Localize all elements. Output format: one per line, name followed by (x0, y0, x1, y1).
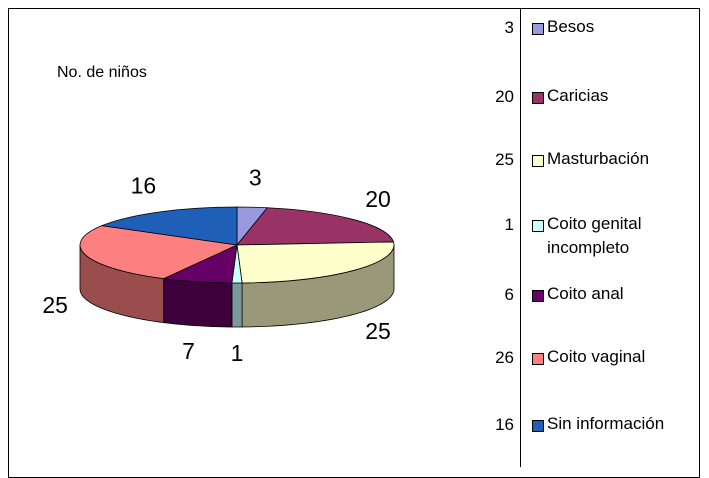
table-value: 1 (504, 215, 514, 234)
legend-label: Caricias (547, 86, 609, 105)
table-value: 20 (495, 87, 514, 106)
data-label: 25 (365, 318, 391, 344)
legend-swatch (532, 353, 544, 365)
data-label: 1 (231, 340, 244, 366)
data-label: 3 (249, 164, 262, 190)
table-divider (520, 8, 521, 467)
pie-chart: 3 20 25 1 7 25 16 (42, 164, 395, 366)
table-value: 3 (504, 18, 514, 37)
legend-label: Coito genital incompleto (547, 214, 642, 257)
data-label: 20 (365, 186, 391, 212)
data-label: 7 (182, 338, 195, 364)
legend-swatch (532, 92, 544, 104)
table-value: 16 (495, 415, 514, 434)
legend-swatch (532, 23, 544, 35)
legend-swatch (532, 220, 544, 232)
legend-label: Coito vaginal (547, 347, 646, 366)
slice-side (163, 278, 233, 328)
slice (236, 241, 395, 284)
data-label: 16 (131, 173, 157, 199)
legend-label: Besos (547, 17, 595, 36)
table-value: 25 (495, 150, 514, 169)
legend-swatch (532, 155, 544, 167)
legend-label: Coito anal (547, 284, 624, 303)
legend-label: Masturbación (547, 149, 650, 168)
slice (100, 206, 238, 246)
slice (79, 225, 239, 280)
table-value: 26 (495, 348, 514, 367)
table-value: 6 (504, 285, 514, 304)
page: No. de niños 3 20 25 1 7 25 16 3 Besos 20 Caricia… (8, 8, 700, 478)
legend-label: Sin información (547, 414, 665, 433)
chart-title: No. de niños (57, 64, 147, 81)
legend-swatch (532, 290, 544, 302)
slice-side (231, 282, 243, 328)
slice (236, 207, 395, 246)
legend-swatch (532, 420, 544, 432)
data-label: 25 (42, 292, 68, 318)
